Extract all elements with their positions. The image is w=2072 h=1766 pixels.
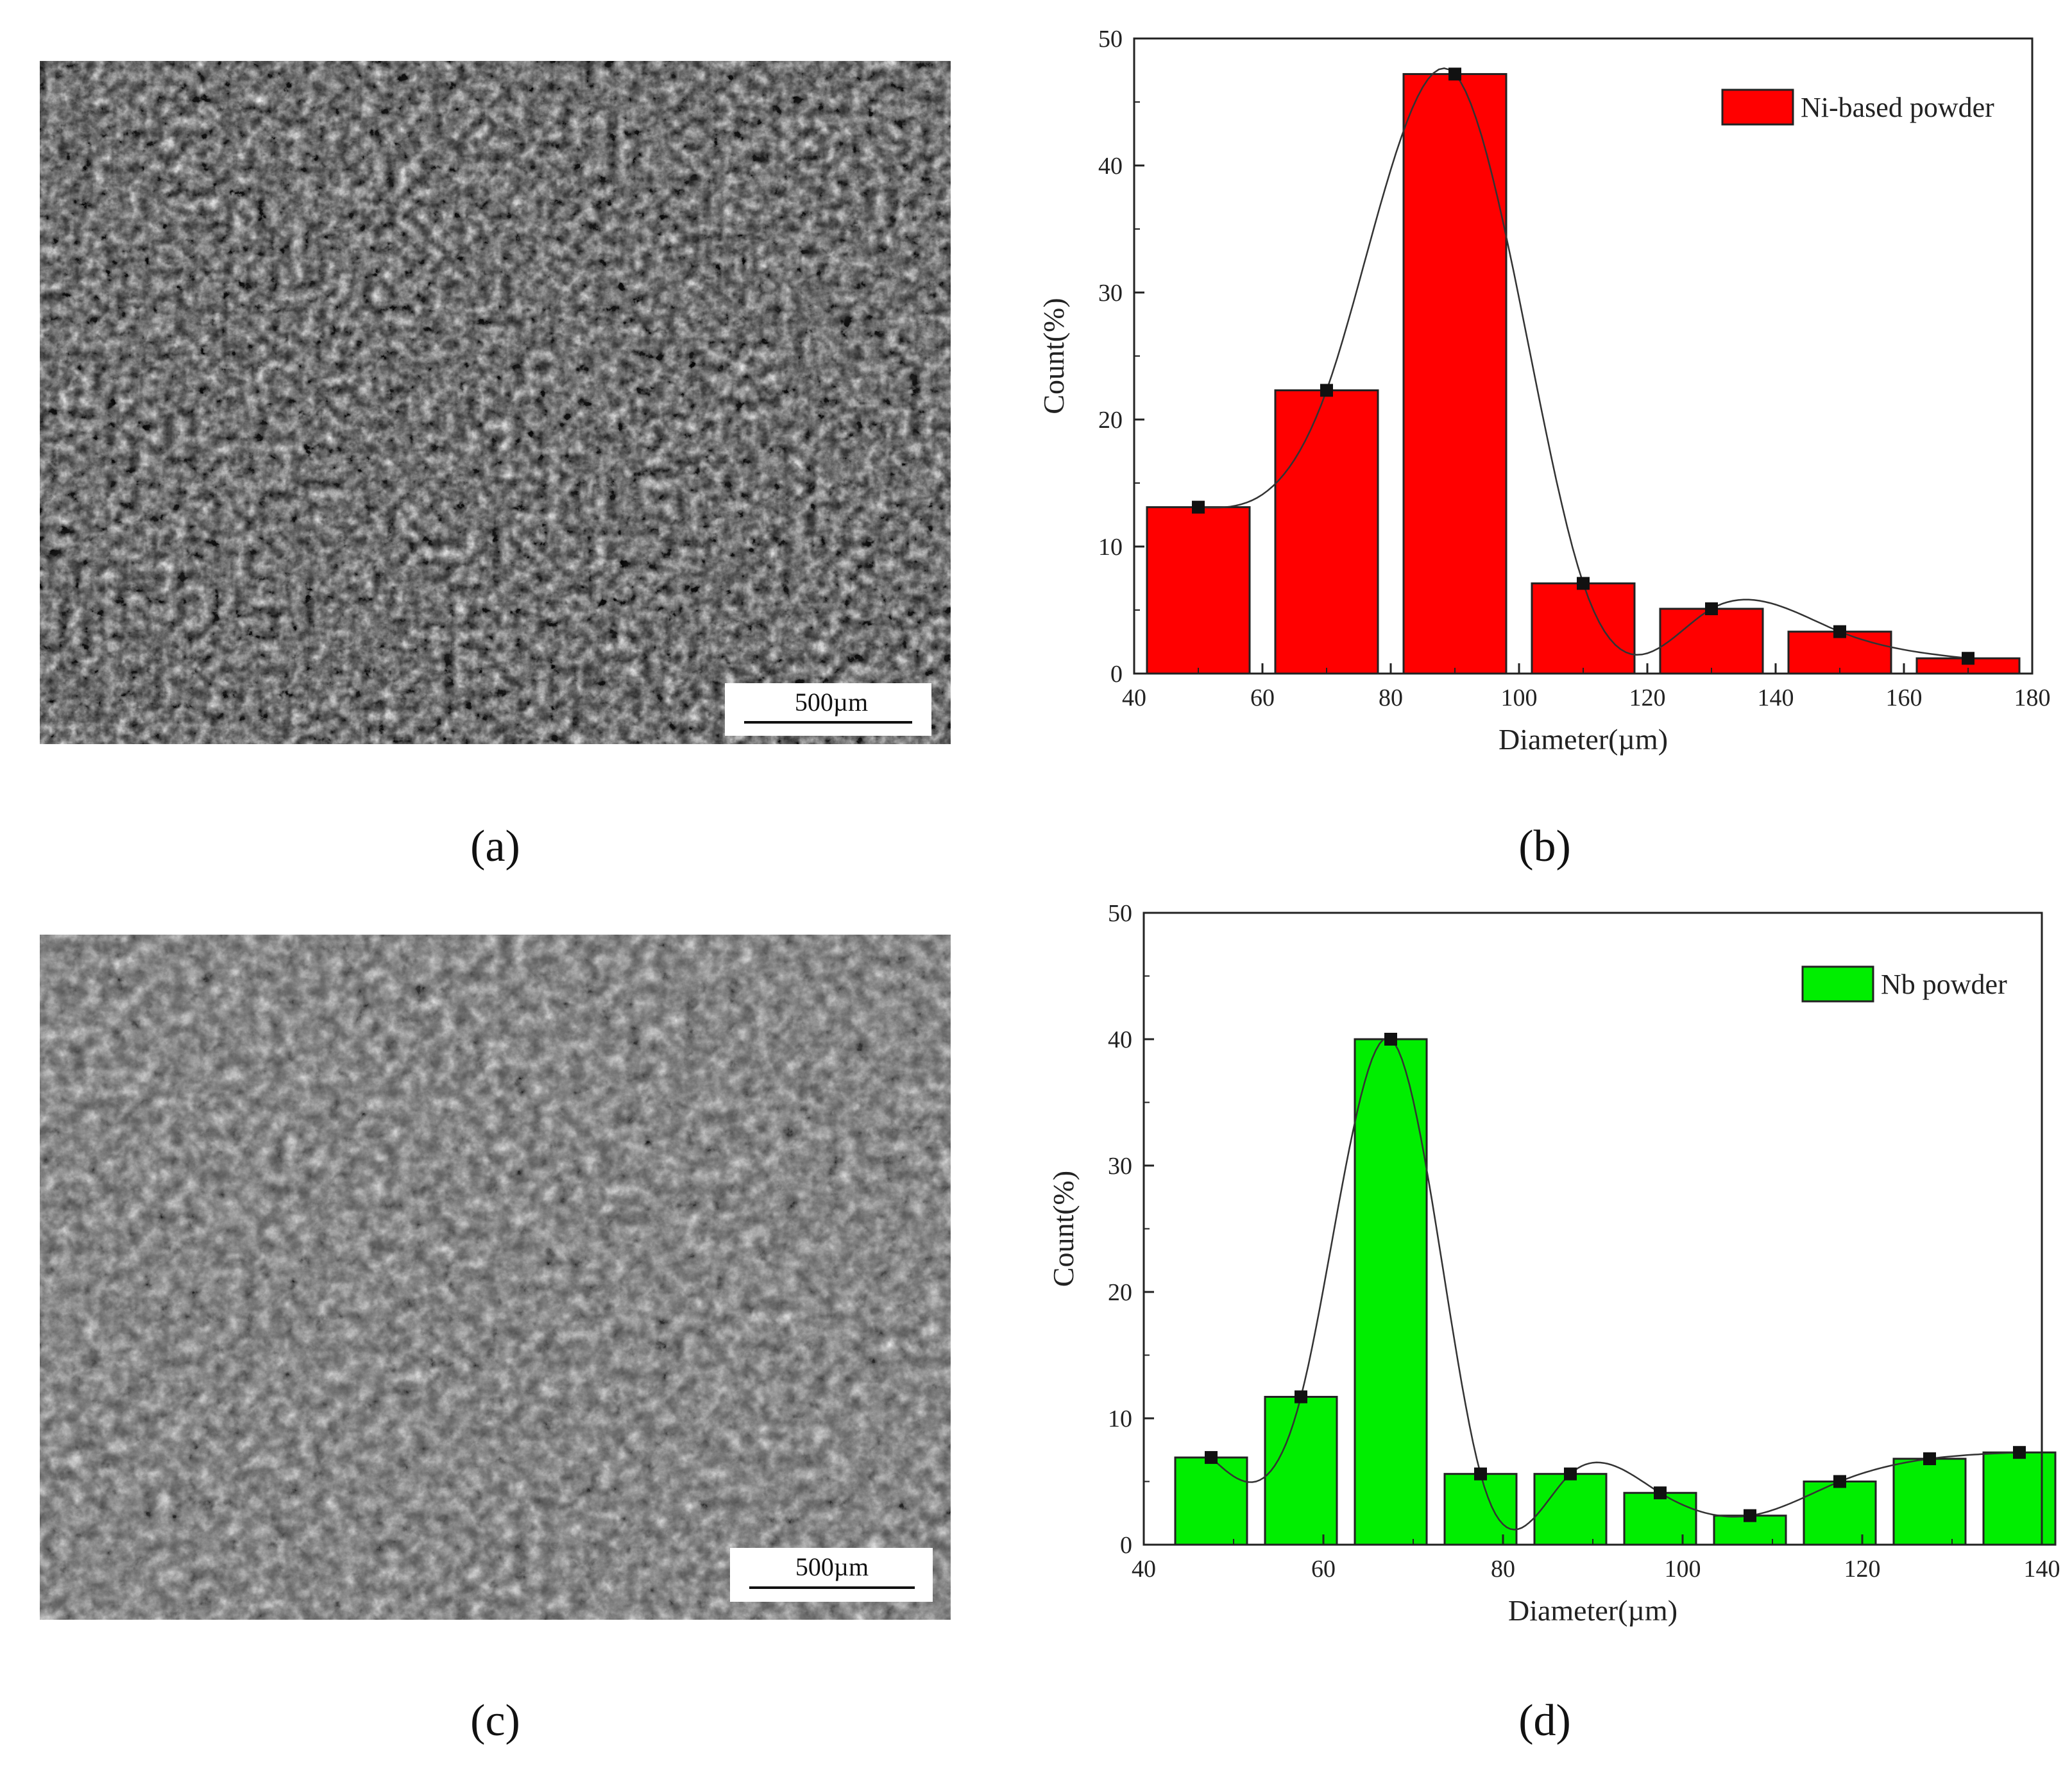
point-d-1 <box>1295 1390 1307 1404</box>
y-tick-label-d-0: 0 <box>1120 1532 1132 1559</box>
panel-label-d: (d) <box>1518 1696 1571 1745</box>
bar-b-3 <box>1531 582 1636 675</box>
sem-image-c: 500µm <box>40 935 951 1620</box>
bar-b-1 <box>1274 389 1379 675</box>
x-tick-label-b-3: 100 <box>1501 684 1538 711</box>
x-tick-label-b-6: 160 <box>1886 684 1923 711</box>
point-b-0 <box>1192 500 1205 514</box>
x-tick-label-b-4: 120 <box>1629 684 1666 711</box>
scale-bar-a-label: 500µm <box>795 688 868 717</box>
fit-curve-d <box>1210 1037 2020 1531</box>
x-tick-label-d-4: 120 <box>1844 1556 1881 1583</box>
x-tick-label-d-1: 60 <box>1311 1556 1336 1583</box>
x-tick-label-b-7: 180 <box>2014 684 2051 711</box>
scale-bar-c: 500µm <box>730 1548 933 1602</box>
point-d-4 <box>1564 1467 1577 1481</box>
x-tick-label-b-0: 40 <box>1122 684 1146 711</box>
sem-image-a-texture <box>40 61 951 744</box>
y-tick-label-b-1: 10 <box>1098 534 1123 561</box>
x-tick-label-d-0: 40 <box>1132 1556 1156 1583</box>
legend-label-d: Nb powder <box>1881 969 2007 1000</box>
bar-d-9 <box>1982 1451 2057 1546</box>
sem-image-a: 500µm <box>40 61 951 744</box>
panel-label-b: (b) <box>1518 822 1571 871</box>
legend-swatch-d <box>1801 965 1874 1003</box>
x-tick-label-d-3: 100 <box>1665 1556 1701 1583</box>
x-tick-label-b-2: 80 <box>1379 684 1403 711</box>
y-tick-label-d-3: 30 <box>1108 1153 1132 1180</box>
x-tick-label-d-2: 80 <box>1491 1556 1515 1583</box>
legend-label-b: Ni-based powder <box>1801 92 1994 123</box>
point-b-2 <box>1448 67 1461 81</box>
point-d-6 <box>1744 1509 1756 1522</box>
point-d-8 <box>1923 1452 1936 1466</box>
point-d-9 <box>2013 1446 2026 1459</box>
point-d-5 <box>1654 1486 1667 1500</box>
y-tick-label-d-5: 50 <box>1108 900 1132 927</box>
bar-d-4 <box>1533 1473 1608 1546</box>
y-tick-label-b-2: 20 <box>1098 407 1123 434</box>
point-b-1 <box>1320 384 1333 397</box>
point-b-5 <box>1833 625 1846 638</box>
point-d-2 <box>1384 1033 1397 1046</box>
histogram-b: 40 60 80 100 120 140 160 180 0 10 20 30 40 50 Diameter… <box>1037 26 2051 756</box>
x-tick-label-b-1: 60 <box>1250 684 1275 711</box>
y-tick-label-b-5: 50 <box>1098 26 1123 53</box>
y-tick-label-b-3: 30 <box>1098 280 1123 307</box>
bar-d-3 <box>1443 1473 1518 1546</box>
point-d-3 <box>1474 1467 1487 1481</box>
y-tick-label-d-4: 40 <box>1108 1026 1132 1053</box>
panel-label-c: (c) <box>470 1696 520 1745</box>
point-d-7 <box>1833 1475 1846 1488</box>
bar-d-5 <box>1623 1491 1697 1546</box>
bar-d-2 <box>1354 1038 1428 1546</box>
y-axis-label-b: Count(%) <box>1037 298 1070 414</box>
scale-bar-c-box <box>730 1548 933 1602</box>
y-tick-label-d-2: 20 <box>1108 1279 1132 1306</box>
histogram-d: 40 60 80 100 120 140 0 10 20 30 40 50 Diameter(µm) Co… <box>1047 900 2060 1627</box>
x-tick-label-d-5: 140 <box>2024 1556 2060 1583</box>
x-axis-label-b: Diameter(µm) <box>1499 723 1668 756</box>
bar-d-8 <box>1892 1457 1967 1546</box>
point-b-4 <box>1705 602 1718 616</box>
y-tick-label-b-0: 0 <box>1110 661 1123 688</box>
bar-b-0 <box>1146 506 1251 675</box>
point-b-3 <box>1577 577 1590 590</box>
bar-d-0 <box>1174 1456 1248 1546</box>
scale-bar-a-box <box>725 683 931 736</box>
bar-b-2 <box>1402 72 1507 675</box>
x-tick-label-b-5: 140 <box>1758 684 1794 711</box>
bar-b-4 <box>1659 607 1764 675</box>
bar-d-1 <box>1264 1396 1338 1546</box>
x-axis-label-d: Diameter(µm) <box>1508 1594 1677 1627</box>
y-tick-label-b-4: 40 <box>1098 153 1123 180</box>
panel-label-a: (a) <box>470 822 520 871</box>
scale-bar-c-label: 500µm <box>795 1552 869 1581</box>
scale-bar-a: 500µm <box>725 683 931 736</box>
point-b-6 <box>1962 652 1974 665</box>
bar-d-7 <box>1803 1481 1877 1546</box>
legend-swatch-b <box>1721 89 1794 126</box>
y-axis-label-d: Count(%) <box>1047 1171 1080 1287</box>
point-d-0 <box>1205 1451 1218 1465</box>
y-tick-label-d-1: 10 <box>1108 1405 1132 1432</box>
sem-image-c-texture <box>40 935 951 1620</box>
